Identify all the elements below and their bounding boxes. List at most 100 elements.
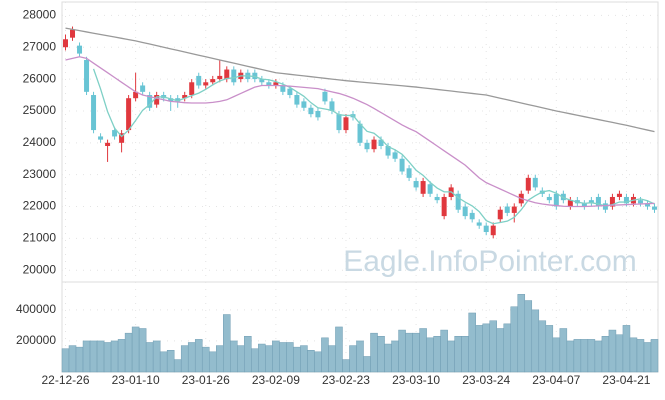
volume-bar: [279, 342, 287, 373]
volume-bar: [496, 328, 504, 373]
candle-body: [462, 206, 468, 217]
candle-body: [77, 45, 83, 54]
candle-body: [455, 193, 461, 210]
volume-bar: [545, 325, 554, 373]
moving-average-line: [65, 27, 655, 133]
volume-bar: [503, 323, 512, 373]
candle-body: [224, 69, 230, 80]
volume-bar: [342, 359, 350, 373]
volume-bar: [608, 329, 617, 373]
candle-body: [420, 181, 426, 194]
candle-body: [399, 158, 405, 172]
y-tick-label: 24000: [23, 135, 57, 149]
volume-bar: [96, 340, 105, 373]
volume-bar: [335, 326, 343, 373]
candle-body: [154, 95, 160, 105]
candle-body: [497, 209, 503, 220]
candle-body: [189, 82, 195, 96]
volume-bar: [138, 328, 147, 373]
volume-bar: [321, 337, 329, 373]
moving-average-line: [92, 68, 655, 225]
candle-body: [371, 139, 377, 150]
volume-bar: [244, 336, 252, 373]
watermark: Eagle.InfoPointer.com: [343, 245, 637, 278]
candle-body: [490, 225, 496, 236]
candle-body: [119, 133, 125, 143]
y-tick-label: 20000: [23, 262, 57, 276]
candle-body: [427, 184, 433, 194]
candle-body: [105, 142, 111, 146]
volume-bar: [566, 340, 575, 373]
volume-bar: [412, 332, 420, 373]
volume-bar: [286, 342, 294, 373]
plot-frame: [61, 1, 659, 373]
y-tick-label: 28000: [23, 8, 57, 22]
volume-bar: [629, 337, 638, 373]
volume-bar: [110, 340, 119, 373]
volume-bar: [419, 328, 427, 373]
y-tick-label: 400000: [16, 302, 56, 316]
candle-body: [168, 98, 174, 102]
candle-body: [112, 130, 118, 137]
volume-bar: [272, 340, 280, 373]
volume-bar: [405, 332, 413, 373]
volume-bar: [524, 300, 533, 373]
volume-bar: [145, 342, 154, 373]
candle-body: [266, 82, 272, 86]
y-tick-label: 200000: [16, 333, 56, 347]
volume-bar: [237, 345, 245, 373]
candle-body: [98, 136, 104, 140]
candle-body: [63, 39, 69, 48]
volume-bar: [461, 336, 469, 373]
y-tick-label: 21000: [23, 231, 57, 245]
x-tick-label: 23-04-21: [602, 373, 650, 387]
volume-bar: [391, 340, 399, 373]
candle-body: [196, 75, 202, 86]
volume-bar: [314, 351, 322, 373]
volume-bar: [159, 351, 168, 373]
volume-bar: [559, 328, 568, 373]
candle-body: [567, 200, 573, 207]
candle-body: [91, 95, 97, 131]
volume-bar: [307, 350, 315, 373]
candle-body: [301, 101, 307, 108]
volume-bar: [573, 339, 582, 373]
volume-bar: [103, 342, 112, 373]
volume-bar: [75, 346, 84, 373]
candle-body: [217, 75, 223, 80]
candle-body: [511, 206, 517, 213]
x-tick-label: 23-02-09: [252, 373, 300, 387]
volume-bar: [517, 294, 526, 373]
candle-body: [315, 110, 321, 118]
volume-bar: [482, 323, 490, 373]
volume-bar: [328, 345, 336, 373]
y-tick-label: 22000: [23, 199, 57, 213]
candle-body: [84, 59, 90, 92]
volume-bar: [615, 334, 624, 373]
volume-bar: [552, 337, 561, 373]
volume-bar: [201, 346, 210, 373]
volume-bar: [363, 356, 371, 373]
volume-bar: [89, 340, 98, 373]
x-tick-label: 23-02-23: [322, 373, 370, 387]
candle-body: [280, 85, 286, 92]
candle-body: [546, 196, 552, 201]
candle-body: [175, 98, 181, 102]
candle-body: [595, 196, 601, 207]
candle-body: [259, 79, 265, 83]
volume-bar: [398, 329, 406, 373]
volume-bar: [258, 343, 266, 373]
candle-body: [413, 181, 419, 188]
volume-bar: [216, 345, 224, 373]
volume-bar: [300, 345, 308, 373]
candle-body: [623, 196, 629, 204]
x-tick-label: 23-01-10: [112, 373, 160, 387]
candle-body: [322, 91, 328, 102]
candle-body: [357, 123, 363, 143]
candle-body: [140, 85, 146, 92]
volume-bar: [601, 336, 610, 373]
candle-body: [336, 114, 342, 131]
volume-bar: [447, 340, 455, 373]
candle-body: [385, 146, 391, 156]
